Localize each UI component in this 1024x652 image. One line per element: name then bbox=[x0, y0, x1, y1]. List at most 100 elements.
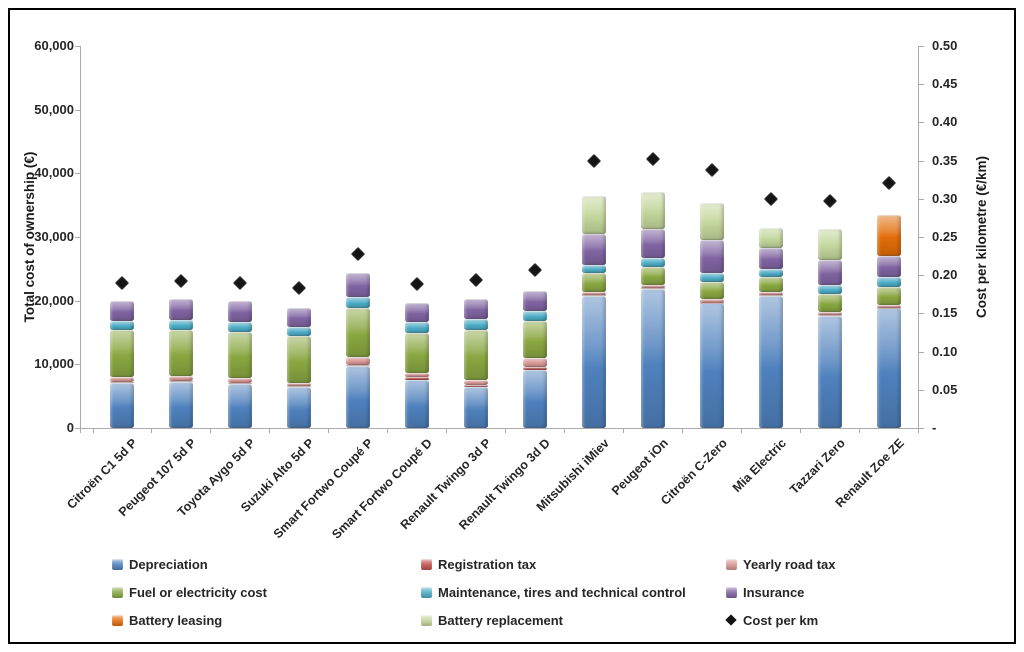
y-axis-tick-label: 40,000 bbox=[34, 165, 74, 180]
bar-segment-insurance bbox=[817, 259, 842, 285]
y-axis-tick bbox=[75, 46, 80, 47]
legend-swatch-yearly-road-tax bbox=[726, 559, 737, 570]
y-axis-tick-label: 10,000 bbox=[34, 356, 74, 371]
bar-segment-registration-tax bbox=[581, 295, 606, 297]
bar-segment-yearly-road-tax bbox=[463, 379, 488, 386]
bar-segment-fuel-or-electricity-cost bbox=[876, 286, 901, 305]
cost-per-km-marker bbox=[468, 272, 483, 287]
bar-segment-depreciation bbox=[640, 289, 665, 428]
x-axis-label: Renault Zoe ZE bbox=[832, 436, 907, 511]
bar-segment-registration-tax bbox=[817, 315, 842, 317]
bar-segment-registration-tax bbox=[522, 366, 547, 370]
bar-segment-yearly-road-tax bbox=[345, 356, 370, 365]
cost-per-km-marker bbox=[232, 275, 247, 290]
bar-segment-maintenance-tires-and-technical-control bbox=[463, 319, 488, 330]
bar-segment-registration-tax bbox=[109, 382, 134, 384]
bar-segment-depreciation bbox=[522, 369, 547, 428]
bar-segment-maintenance-tires-and-technical-control bbox=[168, 320, 193, 330]
bar-segment-yearly-road-tax bbox=[109, 377, 134, 383]
legend-label: Yearly road tax bbox=[743, 557, 836, 572]
bar-segment-maintenance-tires-and-technical-control bbox=[522, 310, 547, 321]
bar-segment-yearly-road-tax bbox=[227, 378, 252, 384]
x-axis-tick bbox=[151, 429, 152, 433]
bar-segment-fuel-or-electricity-cost bbox=[227, 331, 252, 379]
y2-axis-tick-label: - bbox=[932, 420, 937, 435]
legend-label: Insurance bbox=[743, 585, 805, 600]
legend-swatch-battery-replacement bbox=[421, 615, 432, 626]
legend-swatch-insurance bbox=[726, 587, 737, 598]
x-axis-tick bbox=[210, 429, 211, 433]
x-axis-label: Smart Fortwo Coupé D bbox=[329, 436, 435, 542]
y2-axis-tick-label: 0.20 bbox=[932, 267, 958, 282]
cost-per-km-marker bbox=[822, 194, 837, 209]
bar-segment-insurance bbox=[168, 299, 193, 321]
x-axis-label: Renault Twingo 3d D bbox=[455, 436, 553, 533]
bar-segment-fuel-or-electricity-cost bbox=[286, 336, 311, 383]
bar-segment-fuel-or-electricity-cost bbox=[463, 330, 488, 380]
x-axis-tick bbox=[859, 429, 860, 433]
y2-axis-tick-label: 0.35 bbox=[932, 153, 958, 168]
bar-segment-fuel-or-electricity-cost bbox=[345, 308, 370, 357]
x-axis-label: Suzuki Alto 5d P bbox=[237, 436, 317, 515]
bar-segment-battery-replacement bbox=[581, 195, 606, 235]
bar-segment-insurance bbox=[699, 239, 724, 273]
bar-segment-maintenance-tires-and-technical-control bbox=[640, 258, 665, 268]
x-axis-label: Mitsubishi iMiev bbox=[533, 436, 612, 515]
x-axis-label: Toyota Aygo 5d P bbox=[174, 436, 258, 520]
y2-axis-tick-label: 0.30 bbox=[932, 191, 958, 206]
y-axis-tick-label: 60,000 bbox=[34, 38, 74, 53]
legend-label: Fuel or electricity cost bbox=[129, 585, 267, 600]
bar-segment-yearly-road-tax bbox=[522, 358, 547, 367]
bar-segment-insurance bbox=[345, 273, 370, 298]
x-axis-label: Citroën C-Zero bbox=[657, 436, 730, 508]
cost-per-km-marker bbox=[173, 273, 189, 288]
y2-axis-tick-label: 0.10 bbox=[932, 344, 958, 359]
bar-segment-maintenance-tires-and-technical-control bbox=[227, 321, 252, 332]
cost-per-km-marker bbox=[763, 191, 778, 206]
y-axis-tick bbox=[75, 364, 80, 365]
legend-label: Cost per km bbox=[743, 613, 819, 628]
x-axis-label: Peugeot iOn bbox=[608, 436, 671, 498]
y2-axis-tick-label: 0.45 bbox=[932, 76, 958, 91]
bar-segment-registration-tax bbox=[168, 380, 193, 382]
x-axis-label: Smart Fortwo Coupé P bbox=[270, 436, 376, 542]
x-axis-tick bbox=[328, 429, 329, 433]
bar-segment-maintenance-tires-and-technical-control bbox=[758, 269, 783, 278]
bar-segment-registration-tax bbox=[463, 385, 488, 387]
legend-swatch-registration-tax bbox=[421, 559, 432, 570]
bar-segment-depreciation bbox=[581, 295, 606, 428]
legend-swatch-maintenance-tires-and-technical-control bbox=[421, 587, 432, 598]
y2-axis-tick bbox=[919, 122, 924, 123]
legend-label: Maintenance, tires and technical control bbox=[438, 585, 686, 600]
bar-segment-insurance bbox=[463, 299, 488, 320]
y-axis-tick bbox=[75, 301, 80, 302]
bar-segment-insurance bbox=[640, 229, 665, 259]
y2-axis-tick-label: 0.25 bbox=[932, 229, 958, 244]
x-axis-label: Citroën C1 5d P bbox=[64, 436, 140, 512]
bar-segment-maintenance-tires-and-technical-control bbox=[581, 265, 606, 274]
x-axis-tick bbox=[387, 429, 388, 433]
y-axis-tick-label: 20,000 bbox=[34, 293, 74, 308]
bar-segment-registration-tax bbox=[286, 386, 311, 388]
y2-axis-line bbox=[918, 46, 919, 428]
y-axis-line bbox=[80, 46, 81, 428]
bar-segment-maintenance-tires-and-technical-control bbox=[876, 276, 901, 287]
bar-segment-depreciation bbox=[109, 383, 134, 428]
bar-segment-registration-tax bbox=[345, 364, 370, 366]
y2-axis-tick bbox=[919, 352, 924, 353]
bar-segment-insurance bbox=[876, 255, 901, 277]
y2-axis-tick bbox=[919, 237, 924, 238]
legend-label: Depreciation bbox=[129, 557, 208, 572]
bar-segment-fuel-or-electricity-cost bbox=[404, 332, 429, 373]
bar-segment-depreciation bbox=[817, 315, 842, 428]
bar-segment-battery-replacement bbox=[817, 229, 842, 260]
bar-segment-maintenance-tires-and-technical-control bbox=[699, 272, 724, 282]
x-axis-tick bbox=[269, 429, 270, 433]
y2-axis-tick-label: 0.05 bbox=[932, 382, 958, 397]
x-axis-tick bbox=[80, 429, 81, 433]
bar-segment-depreciation bbox=[168, 381, 193, 428]
x-axis-tick bbox=[623, 429, 624, 433]
y2-axis-tick-label: 0.40 bbox=[932, 114, 958, 129]
legend-swatch-battery-leasing bbox=[112, 615, 123, 626]
